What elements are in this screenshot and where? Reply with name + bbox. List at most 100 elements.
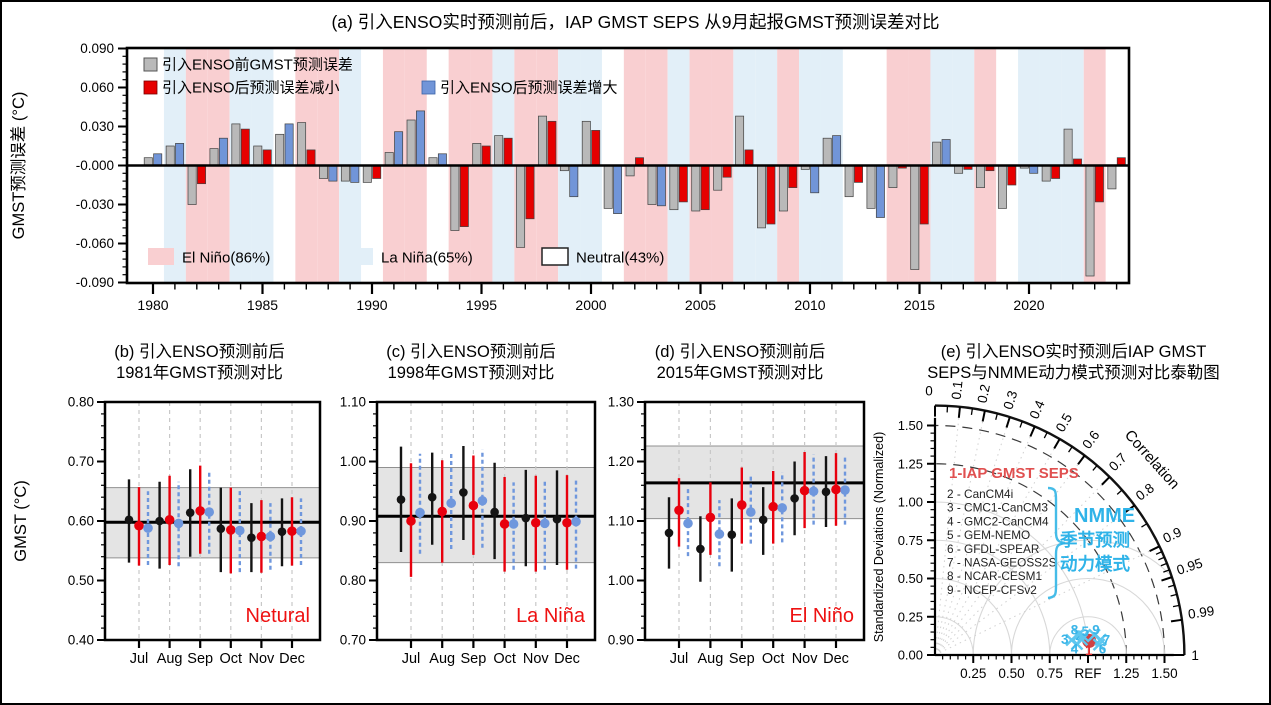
- svg-text:5: 5: [1081, 624, 1089, 639]
- svg-text:4 - GMC2-CanCM4: 4 - GMC2-CanCM4: [947, 514, 1049, 528]
- svg-text:0.5: 0.5: [1053, 411, 1075, 435]
- svg-text:0.1: 0.1: [949, 380, 966, 400]
- svg-text:1.00: 1.00: [898, 495, 923, 510]
- svg-text:Netural: Netural: [246, 605, 310, 627]
- svg-text:2015: 2015: [904, 297, 935, 313]
- svg-text:0.50: 0.50: [68, 573, 94, 588]
- svg-text:1.00: 1.00: [340, 454, 366, 469]
- svg-text:1.50: 1.50: [898, 418, 923, 433]
- svg-text:0.060: 0.060: [80, 80, 114, 95]
- svg-text:9 - NCEP-CFSv2: 9 - NCEP-CFSv2: [947, 583, 1037, 597]
- svg-text:Neutral(43%): Neutral(43%): [576, 250, 664, 267]
- svg-text:Dec: Dec: [279, 651, 305, 667]
- panel-d-title: (d) 引入ENSO预测前后 2015年GMST预测对比: [598, 342, 882, 385]
- panel-b-title: (b) 引入ENSO预测前后 1981年GMST预测对比: [57, 342, 342, 385]
- svg-text:1: 1: [1191, 648, 1199, 663]
- panel-e-title-line1: (e) 引入ENSO实时预测后IAP GMST: [940, 343, 1207, 361]
- svg-text:REF: REF: [1075, 666, 1102, 681]
- svg-text:0.7: 0.7: [1106, 450, 1130, 474]
- svg-text:0.030: 0.030: [80, 119, 114, 134]
- svg-text:5 - GEM-NEMO: 5 - GEM-NEMO: [947, 528, 1030, 542]
- panel-a-chart: -0.090 -0.060 -0.030 -0.000 0.030 0.060 0.090 1…: [9, 41, 1131, 313]
- svg-text:0.50: 0.50: [998, 666, 1024, 681]
- svg-text:-0.030: -0.030: [76, 197, 114, 212]
- svg-text:Oct: Oct: [220, 651, 243, 667]
- svg-text:2000: 2000: [575, 297, 606, 313]
- svg-text:0.70: 0.70: [340, 633, 366, 648]
- panel-e-title-line2: SEPS与NMME动力模式预测对比泰勒图: [927, 364, 1220, 383]
- svg-text:1.50: 1.50: [1151, 666, 1177, 681]
- svg-text:Sep: Sep: [729, 651, 755, 667]
- svg-text:3: 3: [1061, 632, 1069, 647]
- svg-text:Correlation: Correlation: [1121, 427, 1183, 493]
- svg-text:引入ENSO后预测误差增大: 引入ENSO后预测误差增大: [440, 80, 618, 97]
- svg-text:0.40: 0.40: [68, 633, 94, 648]
- taylor-grid: [935, 411, 1185, 655]
- svg-text:动力模式: 动力模式: [1060, 554, 1130, 574]
- svg-text:0.3: 0.3: [1000, 389, 1020, 411]
- svg-text:Dec: Dec: [823, 651, 849, 667]
- svg-text:Aug: Aug: [697, 651, 723, 667]
- panel-d-title-line2: 2015年GMST预测对比: [656, 364, 824, 383]
- panel-c-title-line2: 1998年GMST预测对比: [387, 364, 555, 383]
- svg-text:1.30: 1.30: [608, 395, 634, 410]
- svg-text:1985: 1985: [247, 297, 278, 313]
- svg-text:8: 8: [1071, 622, 1079, 637]
- panel-a-plot: -0.090 -0.060 -0.030 -0.000 0.030 0.060 0.090 1…: [9, 41, 1131, 313]
- svg-text:Jul: Jul: [130, 651, 149, 667]
- svg-text:NMME: NMME: [1074, 505, 1135, 527]
- svg-text:0.99: 0.99: [1187, 603, 1215, 622]
- svg-text:Nov: Nov: [249, 651, 276, 667]
- svg-text:0.90: 0.90: [340, 514, 366, 529]
- svg-text:GMST预测误差 (°C): GMST预测误差 (°C): [9, 92, 28, 240]
- panel-b-title-line2: 1981年GMST预测对比: [116, 364, 283, 383]
- svg-text:-0.000: -0.000: [76, 158, 114, 173]
- svg-text:Nov: Nov: [792, 651, 819, 667]
- svg-text:1-IAP GMST SEPS: 1-IAP GMST SEPS: [949, 465, 1079, 482]
- svg-text:0.75: 0.75: [1037, 666, 1063, 681]
- svg-text:2005: 2005: [685, 297, 716, 313]
- svg-text:6: 6: [1099, 641, 1107, 656]
- panel-e-title: (e) 引入ENSO实时预测后IAP GMST SEPS与NMME动力模式预测对…: [874, 342, 1269, 385]
- svg-text:7 - NASA-GEOSS2S: 7 - NASA-GEOSS2S: [947, 556, 1057, 570]
- svg-text:Standardized Deviations (Norma: Standardized Deviations (Normalized): [872, 432, 886, 643]
- svg-text:Aug: Aug: [429, 651, 455, 667]
- svg-text:1980: 1980: [137, 297, 168, 313]
- svg-text:2 - CanCM4i: 2 - CanCM4i: [947, 487, 1013, 501]
- panel-c-title-line1: (c) 引入ENSO预测前后: [386, 343, 556, 361]
- panel-b-plot: 0.40 0.50 0.60 0.70 0.80 Jul Aug Sep Oct Nov Dec Ne…: [12, 395, 322, 667]
- svg-text:7: 7: [1103, 633, 1111, 648]
- svg-text:3 - CMC1-CanCM3: 3 - CMC1-CanCM3: [947, 501, 1048, 515]
- svg-text:季节预测: 季节预测: [1060, 530, 1130, 550]
- panel-a-title: (a) 引入ENSO实时预测前后，IAP GMST SEPS 从9月起报GMST…: [331, 12, 940, 32]
- svg-text:La Niña: La Niña: [516, 605, 586, 627]
- panel-d-title-line1: (d) 引入ENSO预测前后: [654, 343, 826, 361]
- panel-d-plot: 0.90 1.00 1.10 1.20 1.30 Jul Aug Sep Oct Nov Dec El…: [608, 395, 866, 667]
- svg-text:0: 0: [925, 384, 933, 399]
- svg-text:1995: 1995: [466, 297, 497, 313]
- panel-c-plot: 0.70 0.80 0.90 1.00 1.10 Jul Aug Sep Oct Nov Dec La…: [340, 395, 597, 667]
- svg-text:-0.060: -0.060: [76, 236, 114, 251]
- svg-text:1.25: 1.25: [898, 456, 923, 471]
- panel-c-title: (c) 引入ENSO预测前后 1998年GMST预测对比: [330, 342, 612, 385]
- svg-text:GMST (°C): GMST (°C): [12, 480, 30, 561]
- svg-text:0.4: 0.4: [1027, 398, 1048, 422]
- svg-text:6 - GFDL-SPEAR: 6 - GFDL-SPEAR: [947, 542, 1039, 556]
- svg-text:Jul: Jul: [402, 651, 421, 667]
- svg-text:0.8: 0.8: [1133, 480, 1157, 503]
- svg-text:1.20: 1.20: [608, 454, 634, 469]
- taylor-markers: 123456789: [1061, 622, 1110, 658]
- svg-text:0.80: 0.80: [68, 395, 94, 410]
- svg-text:0.2: 0.2: [975, 383, 993, 404]
- svg-text:0.00: 0.00: [898, 648, 923, 663]
- svg-text:0.25: 0.25: [898, 609, 923, 624]
- svg-text:8 - NCAR-CESM1: 8 - NCAR-CESM1: [947, 569, 1042, 583]
- svg-text:0.50: 0.50: [898, 571, 923, 586]
- svg-text:2020: 2020: [1013, 297, 1044, 313]
- svg-text:1.10: 1.10: [608, 514, 634, 529]
- svg-text:El Niño(86%): El Niño(86%): [182, 250, 270, 267]
- svg-text:El Niño: El Niño: [790, 605, 854, 627]
